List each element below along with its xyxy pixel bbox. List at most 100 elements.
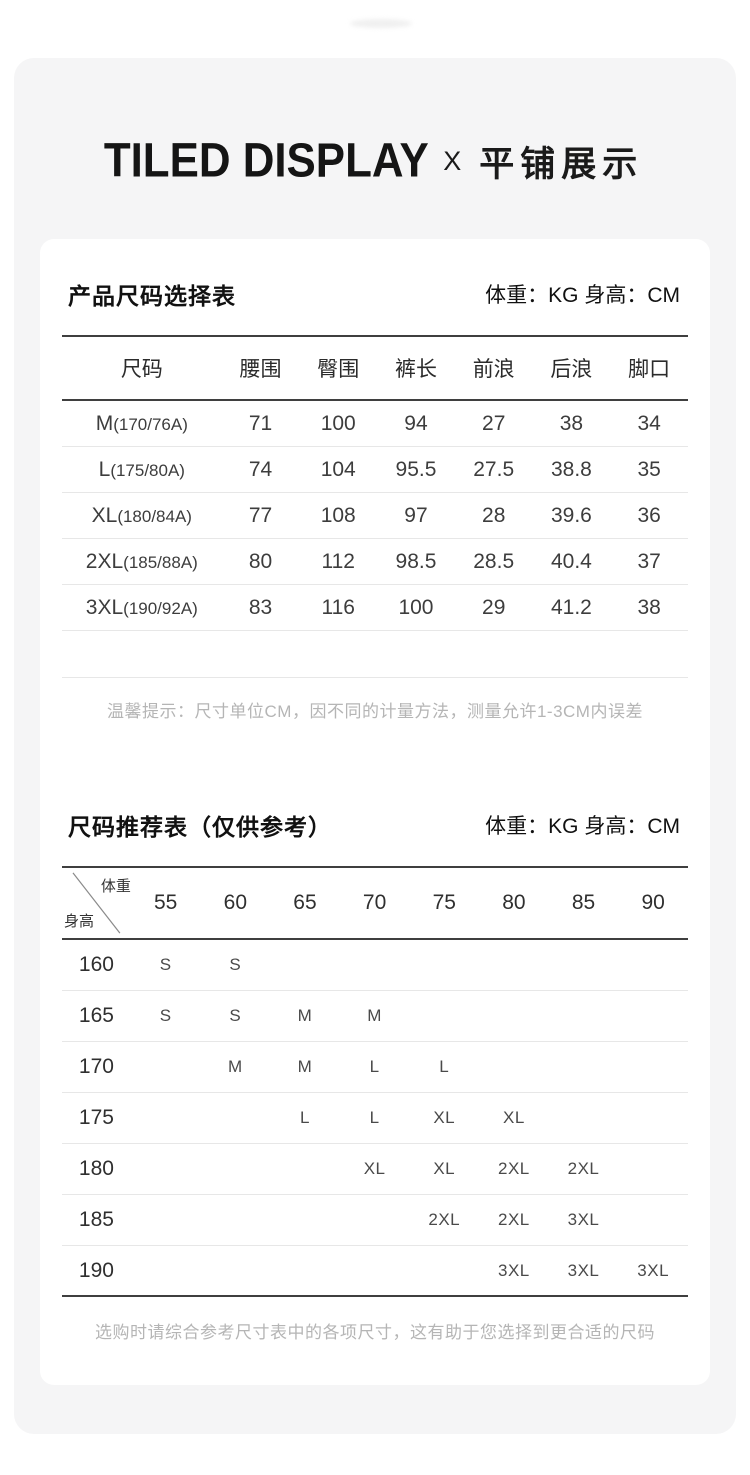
weight-column-header: 65 [293,891,317,914]
corner-weight-label: 体重 [100,878,131,895]
table-cell: 116 [321,595,355,619]
diagonal-divider-line [72,872,121,934]
weight-column-header: 85 [571,891,596,914]
height-row-label: 160 [78,953,114,976]
matrix-row: 175 L L XL XL [62,1093,688,1144]
matrix-cell: XL [433,1159,456,1178]
size-table-title: 产品尺码选择表 [68,283,236,309]
recommend-table-title: 尺码推荐表（仅供参考） [68,814,332,840]
column-header: 臀围 [317,358,360,381]
matrix-cell: XL [502,1108,525,1127]
matrix-cell: XL [363,1159,386,1178]
size-chart-card: 产品尺码选择表 体重：KG 身高：CM 尺码 腰围 臀围 裤长 前浪 后浪 脚口… [40,239,710,1385]
matrix-row: 160 S S [62,940,688,991]
weight-column-header: 55 [154,891,178,914]
table-cell: 104 [320,457,356,481]
matrix-cell: L [299,1108,310,1127]
table-row: M(170/76A) 71 100 94 27 38 34 [62,401,688,447]
matrix-cell: 2XL [567,1159,600,1178]
matrix-cell: 3XL [567,1260,600,1280]
column-header: 尺码 [120,358,163,381]
matrix-cell: M [367,1006,382,1025]
weight-column-header: 70 [362,891,387,914]
matrix-row: 170 M M L L [62,1042,688,1093]
matrix-cell: M [227,1057,243,1076]
column-header: 后浪 [550,358,593,381]
matrix-cell: 3XL [498,1260,530,1280]
matrix-cell: 2XL [498,1210,530,1229]
column-header: 前浪 [472,358,515,381]
matrix-cell: M [297,1057,313,1076]
recommend-table-unit-note: 体重：KG 身高：CM [485,815,680,838]
size-code: M [95,411,114,435]
table-cell: 27 [482,411,506,435]
table-row: XL(180/84A) 77 108 97 28 39.6 36 [62,493,688,539]
matrix-row: 185 2XL 2XL 3XL [62,1195,688,1246]
table-row: 2XL(185/88A) 80 112 98.5 28.5 40.4 37 [62,539,688,585]
table-cell: 100 [398,595,434,619]
recommend-table-header: 尺码推荐表（仅供参考） 体重：KG 身高：CM [62,808,688,842]
height-row-label: 190 [78,1258,114,1282]
measure-tip: 温馨提示：尺寸单位CM，因不同的计量方法，测量允许1-3CM内误差 [107,702,643,721]
size-label: L(175/80A) [62,458,222,482]
matrix-corner-cell: 体重 身高 [62,868,131,938]
tip-divider [62,677,688,678]
product-size-table: 尺码 腰围 臀围 裤长 前浪 后浪 脚口 M(170/76A) 71 100 9… [62,335,688,631]
size-code: 3XL [85,595,124,619]
table-cell: 37 [637,549,661,573]
table-cell: 38.8 [550,457,592,481]
table-header-row: 尺码 腰围 臀围 裤长 前浪 后浪 脚口 [62,337,688,401]
table-cell: 35 [637,457,661,481]
size-label: 2XL(185/88A) [62,550,222,574]
column-header: 脚口 [628,358,671,381]
matrix-row: 165 S S M M [62,991,688,1042]
table-cell: 108 [320,503,356,527]
weight-column-header: 75 [432,891,456,914]
size-recommend-table: 体重 身高 55 60 65 70 75 80 85 90 160 S S [62,866,688,1297]
size-spec: (175/80A) [110,460,185,480]
matrix-cell: S [159,1006,172,1025]
height-row-label: 175 [78,1106,114,1129]
table-cell: 80 [248,549,273,573]
matrix-cell: S [229,1006,242,1025]
matrix-cell: 3XL [567,1210,600,1229]
table-cell: 97 [404,503,428,527]
height-row-label: 180 [78,1157,114,1180]
table-row: 3XL(190/92A) 83 116 100 29 41.2 38 [62,585,688,631]
height-row-label: 185 [78,1208,114,1231]
table-row: L(175/80A) 74 104 95.5 27.5 38.8 35 [62,447,688,493]
purchase-tip: 选购时请综合参考尺寸表中的各项尺寸，这有助于您选择到更合适的尺码 [95,1323,655,1342]
table-cell: 74 [248,457,273,481]
column-header: 腰围 [239,358,282,381]
table-cell: 28.5 [473,549,515,573]
table-cell: 77 [248,503,273,527]
matrix-cell: S [159,955,172,974]
table-cell: 98.5 [395,549,437,573]
size-spec: (180/84A) [117,506,192,526]
size-table-unit-note: 体重：KG 身高：CM [485,284,680,307]
banner-separator: X [443,146,462,176]
size-label: XL(180/84A) [62,504,222,528]
height-row-label: 170 [78,1055,114,1078]
table-cell: 94 [404,411,428,435]
size-spec: (185/88A) [123,552,198,572]
matrix-header-row: 体重 身高 55 60 65 70 75 80 85 90 [62,868,688,940]
size-spec: (170/76A) [113,414,188,434]
matrix-cell: XL [433,1108,456,1127]
table-cell: 34 [637,411,661,435]
size-label: 3XL(190/92A) [62,596,222,620]
table-cell: 100 [320,411,356,435]
tiled-display-panel: TILED DISPLAY X 平铺展示 产品尺码选择表 体重：KG 身高：CM… [14,58,736,1434]
banner-title-cn: 平铺展示 [479,145,644,184]
matrix-row: 190 3XL 3XL 3XL [62,1246,688,1297]
corner-height-label: 身高 [64,913,95,930]
table-cell: 95.5 [395,457,437,481]
matrix-cell: L [369,1057,380,1076]
faded-top-artifact [350,19,412,28]
matrix-cell: L [439,1057,450,1076]
height-row-label: 165 [78,1004,114,1027]
size-spec: (190/92A) [123,598,198,618]
table-cell: 39.6 [550,503,592,527]
table-cell: 36 [637,503,661,527]
